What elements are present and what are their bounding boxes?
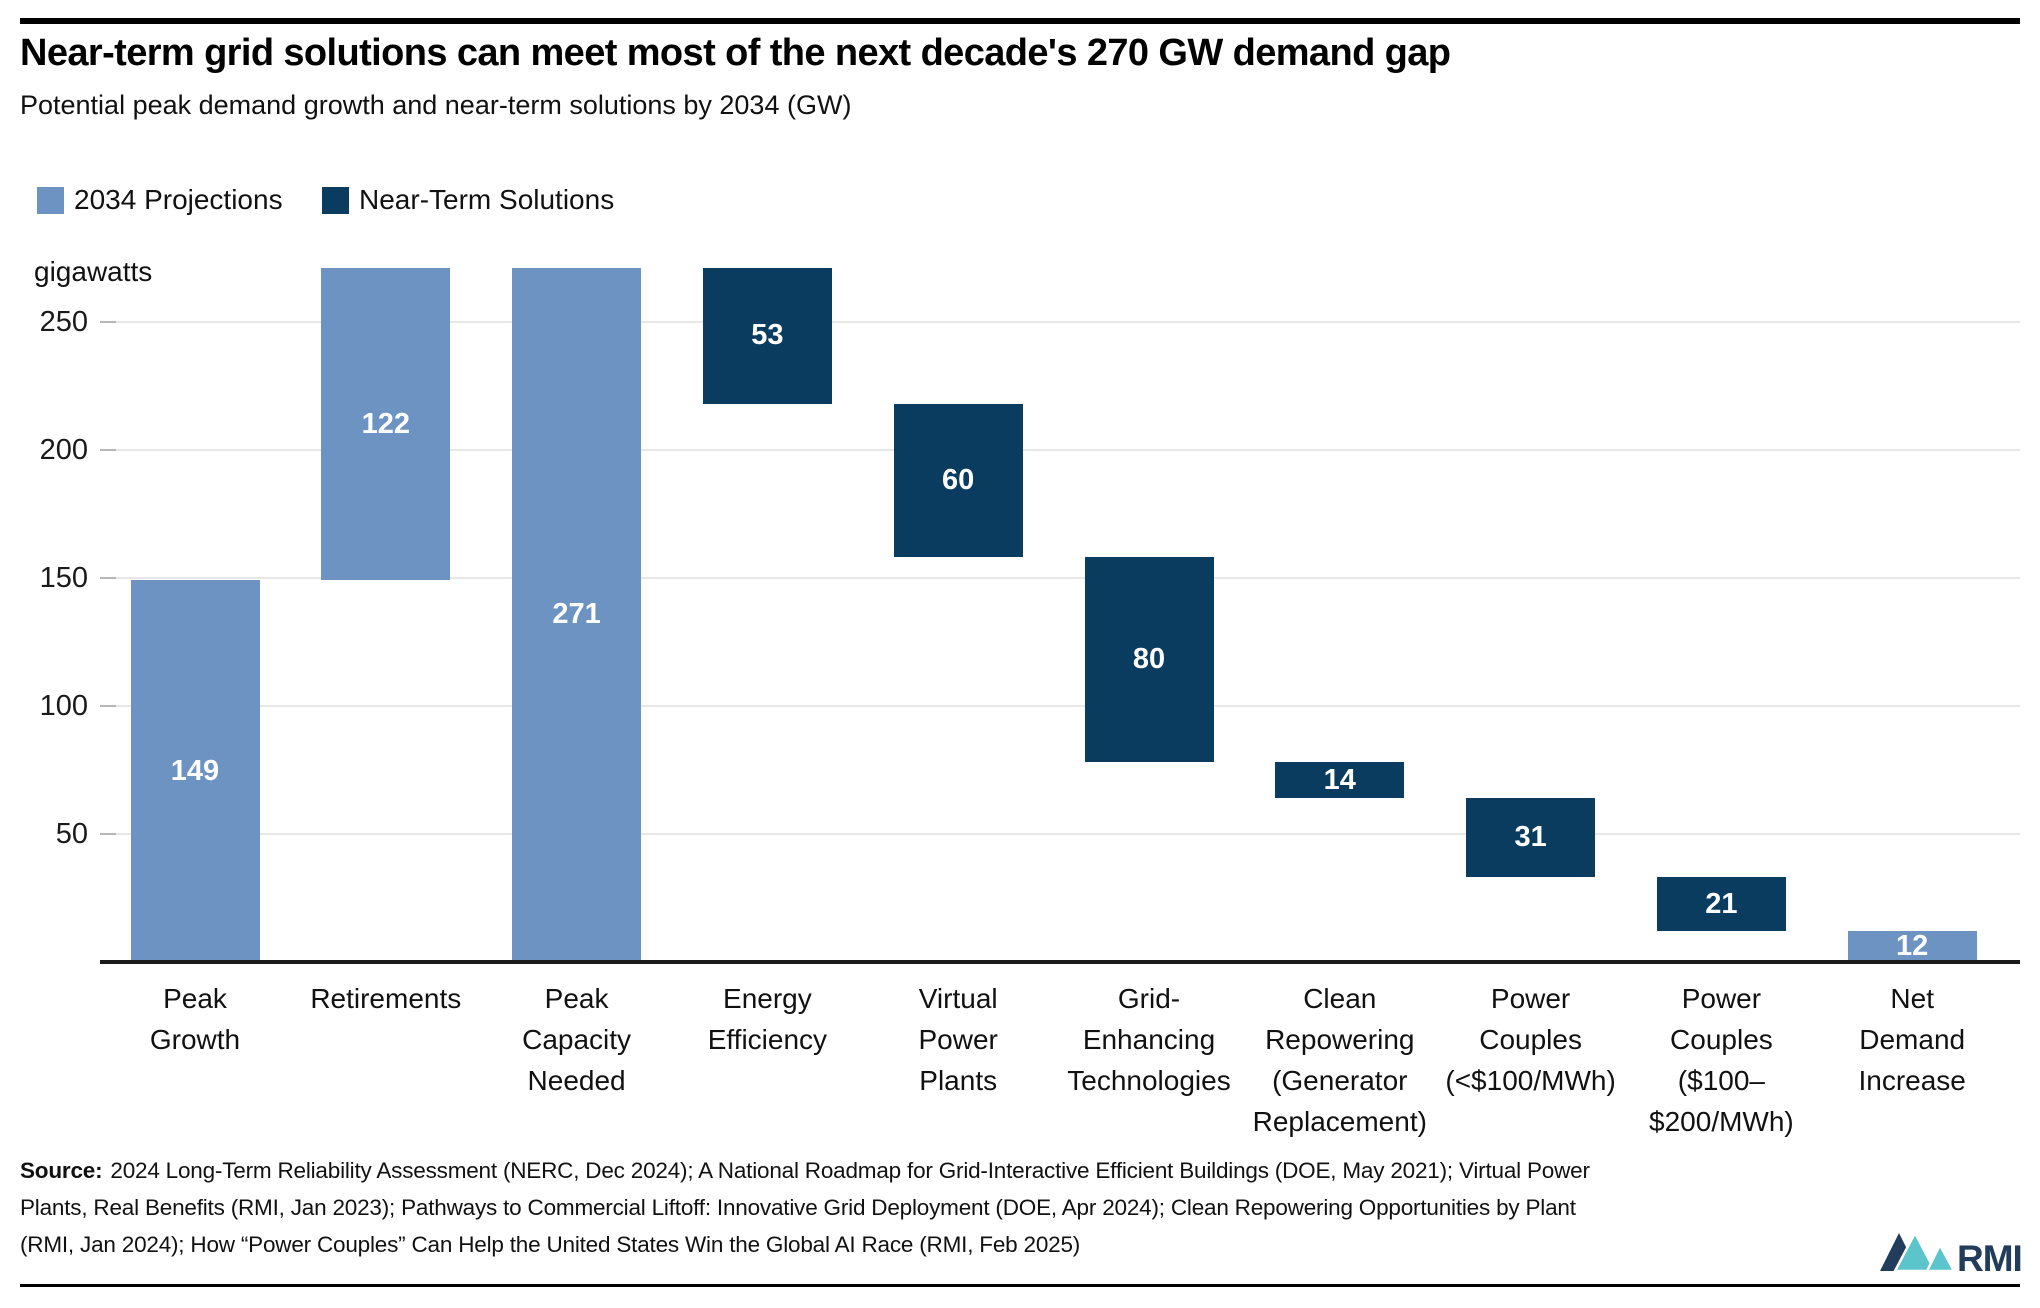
- legend-swatch-solutions: [322, 186, 349, 214]
- x-tick-label: Virtual Power Plants: [863, 978, 1054, 1101]
- x-tick-line: Couples: [1479, 1024, 1582, 1055]
- x-tick-line: Couples: [1670, 1024, 1773, 1055]
- gridline-150: [100, 576, 2020, 579]
- x-tick-line: Peak: [163, 983, 227, 1014]
- x-tick-line: Capacity: [522, 1024, 632, 1055]
- y-tick-label-100: 100: [39, 689, 88, 722]
- x-tick-label: Grid- Enhancing Technologies: [1054, 978, 1245, 1101]
- y-tickmark-50: [100, 832, 116, 835]
- legend: 2034 Projections Near-Term Solutions: [0, 184, 900, 216]
- x-tick-line: $200/MWh): [1649, 1106, 1794, 1137]
- legend-label-solutions: Near-Term Solutions: [359, 184, 615, 215]
- bar-value-label: 80: [1132, 643, 1166, 676]
- x-tick-line: Power: [1681, 983, 1762, 1014]
- bar-value-label: 122: [361, 407, 410, 440]
- x-tick-line: Technologies: [1067, 1065, 1231, 1096]
- y-tickmark-250: [100, 320, 116, 323]
- x-tick-line: Energy: [723, 983, 812, 1014]
- x-tick-label: Peak Capacity Needed: [481, 978, 672, 1101]
- source-text: 2024 Long-Term Reliability Assessment (N…: [110, 1158, 1590, 1183]
- y-tick-label-150: 150: [39, 561, 88, 594]
- x-tick-line: Replacement): [1252, 1106, 1427, 1137]
- bar-value-label: 14: [1323, 763, 1356, 796]
- bar-value-label: 271: [552, 598, 601, 631]
- legend-item-solutions: Near-Term Solutions: [322, 184, 614, 216]
- gridline-250: [100, 320, 2020, 323]
- bar-value-label: 53: [751, 319, 784, 352]
- x-tick-line: Needed: [527, 1065, 626, 1096]
- x-tick-line: Power: [1490, 983, 1571, 1014]
- x-tick-line: Virtual: [918, 983, 998, 1014]
- bar-power-couples-100-mwh: 31: [1466, 798, 1596, 878]
- x-tick-line: (<$100/MWh): [1445, 1065, 1616, 1096]
- x-tick-label: Clean Repowering (Generator Replacement): [1244, 978, 1435, 1142]
- y-tickmark-100: [100, 704, 116, 707]
- x-tick-label: Energy Efficiency: [672, 978, 863, 1060]
- bar-power-couples-100-200-mwh: 21: [1656, 877, 1786, 932]
- y-tick-label-50: 50: [55, 817, 88, 850]
- bar-peak-capacity-needed: 271: [512, 267, 642, 962]
- source-line: (RMI, Jan 2024); How “Power Couples” Can…: [20, 1232, 1081, 1257]
- x-tick-label: Retirements: [290, 978, 481, 1019]
- source-line: Plants, Real Benefits (RMI, Jan 2023); P…: [20, 1195, 1576, 1220]
- x-tick-line: Repowering: [1265, 1024, 1415, 1055]
- x-tick-line: Demand: [1859, 1024, 1966, 1055]
- bar-value-label: 149: [170, 754, 220, 787]
- bar-value-label: 31: [1514, 821, 1547, 854]
- source-line: Source: 2024 Long-Term Reliability Assess…: [20, 1152, 1880, 1189]
- x-tick-line: Power: [918, 1024, 998, 1055]
- rmi-logo: RMI: [1880, 1230, 2023, 1278]
- x-tick-label: Peak Growth: [100, 978, 291, 1060]
- rmi-logo-teal-peak-1: [1892, 1230, 1938, 1273]
- bar-peak-growth: 149: [130, 580, 260, 962]
- x-axis-line: [100, 960, 2020, 964]
- x-tick-line: ($100–: [1677, 1065, 1765, 1096]
- x-tick-line: Peak: [544, 983, 609, 1014]
- x-tick-line: Clean: [1303, 983, 1377, 1014]
- bar-clean-repowering-generator-replacement: 14: [1275, 762, 1405, 799]
- rmi-logo-text: RMI: [1957, 1238, 2022, 1278]
- x-tick-line: Growth: [149, 1024, 241, 1055]
- x-tick-line: Enhancing: [1082, 1024, 1216, 1055]
- y-tick-label-250: 250: [39, 305, 88, 338]
- y-tickmark-200: [100, 448, 116, 451]
- y-tick-label-200: 200: [39, 433, 88, 466]
- y-tickmark-150: [100, 576, 116, 579]
- x-tick-line: (Generator: [1272, 1065, 1408, 1096]
- x-tick-line: Grid-: [1117, 983, 1181, 1014]
- top-rule: [20, 18, 2020, 24]
- page-title: Near-term grid solutions can meet most o…: [20, 32, 1451, 74]
- bar-net-demand-increase: 12: [1847, 930, 1977, 963]
- x-tick-label: Net Demand Increase: [1817, 978, 2008, 1101]
- x-tick-line: Increase: [1858, 1065, 1966, 1096]
- bar-virtual-power-plants: 60: [893, 403, 1023, 558]
- rmi-logo-teal-peak-2: [1924, 1242, 1957, 1273]
- page-subtitle: Potential peak demand growth and near-te…: [20, 90, 852, 120]
- x-tick-line: Net: [1890, 983, 1934, 1014]
- legend-swatch-projections: [37, 186, 64, 214]
- legend-item-projections: 2034 Projections: [37, 184, 283, 216]
- bar-grid-enhancing-technologies: 80: [1084, 557, 1214, 763]
- x-tick-label: Power Couples (<$100/MWh): [1435, 978, 1626, 1101]
- x-tick-label: Power Couples ($100– $200/MWh): [1626, 978, 1817, 1142]
- bar-energy-efficiency: 53: [702, 267, 832, 404]
- bar-value-label: 60: [942, 464, 975, 497]
- source-prefix: Source:: [20, 1158, 103, 1183]
- gridline-100: [100, 704, 2020, 707]
- y-axis-unit-label: gigawatts: [34, 256, 153, 287]
- x-tick-line: Retirements: [310, 983, 462, 1014]
- bar-value-label: 21: [1705, 887, 1738, 920]
- bar-retirements: 122: [321, 267, 451, 581]
- bar-value-label: 12: [1896, 930, 1929, 963]
- gridline-200: [100, 448, 2020, 451]
- source-note: Source: 2024 Long-Term Reliability Assess…: [20, 1152, 1880, 1263]
- legend-label-projections: 2034 Projections: [74, 184, 283, 215]
- bottom-rule: [20, 1284, 2020, 1287]
- x-tick-line: Plants: [919, 1065, 998, 1096]
- x-tick-line: Efficiency: [707, 1024, 828, 1055]
- gridline-50: [100, 832, 2020, 835]
